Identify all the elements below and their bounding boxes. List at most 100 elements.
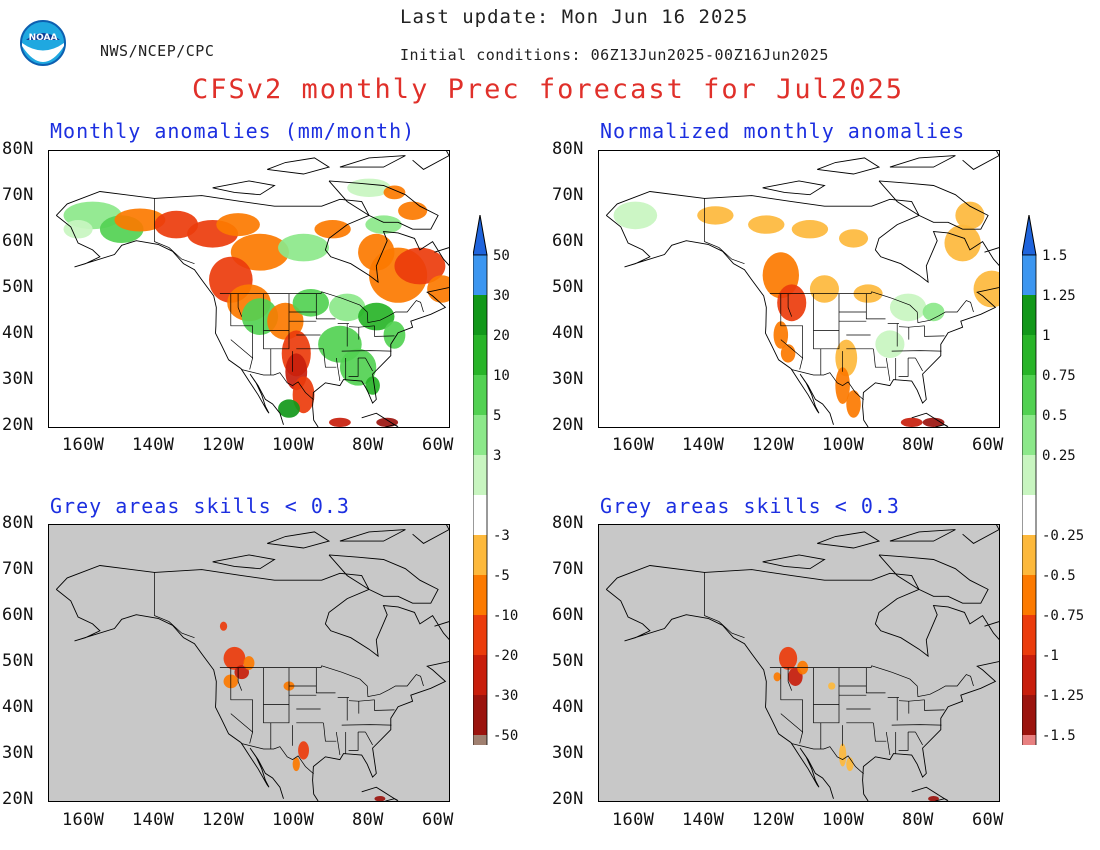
colorbar-mm-dry-seg-0 (473, 535, 487, 575)
lon-label-bl-1: 140W (132, 810, 175, 830)
main-title: CFSv2 monthly Prec forecast for Jul2025 (192, 74, 904, 105)
lat-label-bl-2: 60N (2, 605, 34, 625)
lon-label-tr-1: 140W (682, 435, 725, 455)
colorbar-mm-tip-top (472, 214, 488, 256)
colorbar-mm-label-8: -10 (493, 608, 518, 624)
lon-label-bl-2: 120W (202, 810, 245, 830)
colorbar-norm-label-7: -0.5 (1042, 568, 1076, 584)
lat-label-tl-3: 50N (2, 277, 34, 297)
colorbar-mm-label-1: 30 (493, 288, 510, 304)
colorbar-norm-label-8: -0.75 (1042, 608, 1084, 624)
lon-label-tl-2: 120W (202, 435, 245, 455)
colorbar-norm-label-9: -1 (1042, 648, 1059, 664)
political-borders (154, 198, 424, 401)
lon-label-tl-4: 80W (352, 435, 384, 455)
colorbar-norm-dry-seg-3 (1022, 655, 1036, 695)
lat-label-br-6: 20N (552, 789, 584, 809)
lon-label-bl-3: 100W (272, 810, 315, 830)
lat-label-tl-1: 70N (2, 185, 34, 205)
lat-label-tl-4: 40N (2, 323, 34, 343)
colorbar-mm-label-10: -30 (493, 688, 518, 704)
initial-conditions: Initial conditions: 06Z13Jun2025-00Z16Ju… (400, 46, 829, 64)
colorbar-norm-wet-seg-3 (1022, 375, 1036, 415)
lon-label-tr-0: 160W (612, 435, 655, 455)
lat-label-tl-6: 20N (2, 415, 34, 435)
coastlines (605, 151, 999, 427)
lat-label-bl-4: 40N (2, 697, 34, 717)
colorbar-norm-wet-seg-5 (1022, 455, 1036, 495)
colorbar-normalized: 1.5 1.25 1 0.75 0.5 0.25 -0.25 -0.5 -0.75 -1 -1.25… (1021, 214, 1100, 816)
colorbar-mm-wet-seg-5 (473, 455, 487, 495)
colorbar-mm-dry-seg-4 (473, 695, 487, 735)
colorbar-mm-dry-seg-3 (473, 655, 487, 695)
political-borders (704, 572, 974, 775)
lat-label-bl-0: 80N (2, 513, 34, 533)
lon-label-br-4: 80W (902, 810, 934, 830)
panel-title-skill-mm: Grey areas skills < 0.3 (50, 494, 350, 518)
panel-title-mm: Monthly anomalies (mm/month) (50, 119, 416, 143)
colorbar-norm-label-11: -1.5 (1042, 728, 1076, 744)
colorbar-norm-label-10: -1.25 (1042, 688, 1084, 704)
lat-label-bl-1: 70N (2, 559, 34, 579)
colorbar-mm-wet-seg-3 (473, 375, 487, 415)
lon-label-br-0: 160W (612, 810, 655, 830)
political-borders (704, 198, 974, 401)
lat-label-br-2: 60N (552, 605, 584, 625)
lat-label-br-5: 30N (552, 743, 584, 763)
colorbar-mm-label-0: 50 (493, 248, 510, 264)
lon-label-tr-5: 60W (972, 435, 1004, 455)
colorbar-mm-label-9: -20 (493, 648, 518, 664)
colorbar-mm-label-11: -50 (493, 728, 518, 744)
lon-label-br-5: 60W (972, 810, 1004, 830)
lon-label-tl-0: 160W (62, 435, 105, 455)
lat-label-br-3: 50N (552, 651, 584, 671)
colorbar-mm-dry-seg-2 (473, 615, 487, 655)
map-anomaly-mm (48, 150, 450, 428)
lon-label-tr-4: 80W (902, 435, 934, 455)
colorbar-mm-svg: 50 30 20 10 5 3 -3 -5 -10 -20 -30 -50 (472, 214, 518, 816)
colorbar-norm-label-6: -0.25 (1042, 528, 1084, 544)
lat-label-tr-6: 20N (552, 415, 584, 435)
colorbar-norm-dry-seg-2 (1022, 615, 1036, 655)
lon-label-tr-3: 100W (822, 435, 865, 455)
colorbar-norm-wet-seg-2 (1022, 335, 1036, 375)
anomaly-shading (219, 621, 386, 801)
colorbar-norm-dry-seg-1 (1022, 575, 1036, 615)
colorbar-mm-label-5: 3 (493, 448, 501, 464)
lon-label-br-2: 120W (752, 810, 795, 830)
lat-label-br-0: 80N (552, 513, 584, 533)
lon-label-tl-1: 140W (132, 435, 175, 455)
lon-label-br-1: 140W (682, 810, 725, 830)
map-skill-mm (48, 524, 450, 802)
p0-map-svg (49, 151, 449, 427)
colorbar-norm-neutral-seg (1022, 495, 1036, 535)
colorbar-norm-dry-seg-4 (1022, 695, 1036, 735)
lat-label-tr-5: 30N (552, 369, 584, 389)
lon-label-bl-0: 160W (62, 810, 105, 830)
colorbar-mm-label-6: -3 (493, 528, 510, 544)
lat-label-bl-5: 30N (2, 743, 34, 763)
colorbar-norm-dry-seg-0 (1022, 535, 1036, 575)
colorbar-mm-wet-seg-2 (473, 335, 487, 375)
lat-label-tl-2: 60N (2, 231, 34, 251)
colorbar-norm-label-2: 1 (1042, 328, 1050, 344)
colorbar-mm: 50 30 20 10 5 3 -3 -5 -10 -20 -30 -50 (472, 214, 553, 816)
colorbar-mm-label-2: 20 (493, 328, 510, 344)
p1-map-svg (599, 151, 999, 427)
panel-title-norm: Normalized monthly anomalies (600, 119, 966, 143)
panel-title-skill-norm: Grey areas skills < 0.3 (600, 494, 900, 518)
political-borders (154, 572, 424, 775)
colorbar-norm-label-0: 1.5 (1042, 248, 1067, 264)
colorbar-mm-wet-seg-4 (473, 415, 487, 455)
last-update: Last update: Mon Jun 16 2025 (400, 6, 749, 28)
coastlines (55, 151, 449, 427)
colorbar-norm-wet-seg-4 (1022, 415, 1036, 455)
lat-label-tr-0: 80N (552, 139, 584, 159)
colorbar-norm-label-1: 1.25 (1042, 288, 1076, 304)
logo-text: NOAA (29, 33, 58, 43)
lat-label-bl-3: 50N (2, 651, 34, 671)
coastlines (605, 525, 999, 801)
lon-label-tl-3: 100W (272, 435, 315, 455)
colorbar-mm-wet-seg-0 (473, 255, 487, 295)
lon-label-bl-4: 80W (352, 810, 384, 830)
